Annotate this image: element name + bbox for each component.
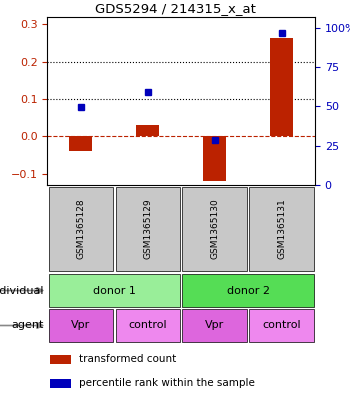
Text: donor 1: donor 1 [93,285,136,296]
Bar [49,187,113,271]
Text: GSM1365128: GSM1365128 [76,199,85,259]
Bar [182,309,247,342]
Bar [116,309,180,342]
Bar [50,355,71,364]
Bar [203,136,226,181]
Text: GSM1365131: GSM1365131 [277,198,286,259]
Text: transformed count: transformed count [79,354,177,364]
Bar [182,187,247,271]
Text: percentile rank within the sample: percentile rank within the sample [79,378,255,389]
Text: control: control [262,321,301,331]
Text: GSM1365129: GSM1365129 [143,199,152,259]
Text: GDS5294 / 214315_x_at: GDS5294 / 214315_x_at [94,2,256,15]
Text: GSM1365130: GSM1365130 [210,198,219,259]
Bar [116,187,180,271]
Text: agent: agent [11,321,44,331]
Text: donor 2: donor 2 [226,285,270,296]
Text: Vpr: Vpr [205,321,224,331]
Bar [182,274,314,307]
Bar [270,38,293,136]
Text: individual: individual [0,285,44,296]
Bar [250,187,314,271]
Bar [69,136,92,151]
Bar [136,125,159,136]
Bar [50,379,71,388]
Text: control: control [128,321,167,331]
Bar [49,309,113,342]
Bar [250,309,314,342]
Text: Vpr: Vpr [71,321,90,331]
Bar [49,274,180,307]
